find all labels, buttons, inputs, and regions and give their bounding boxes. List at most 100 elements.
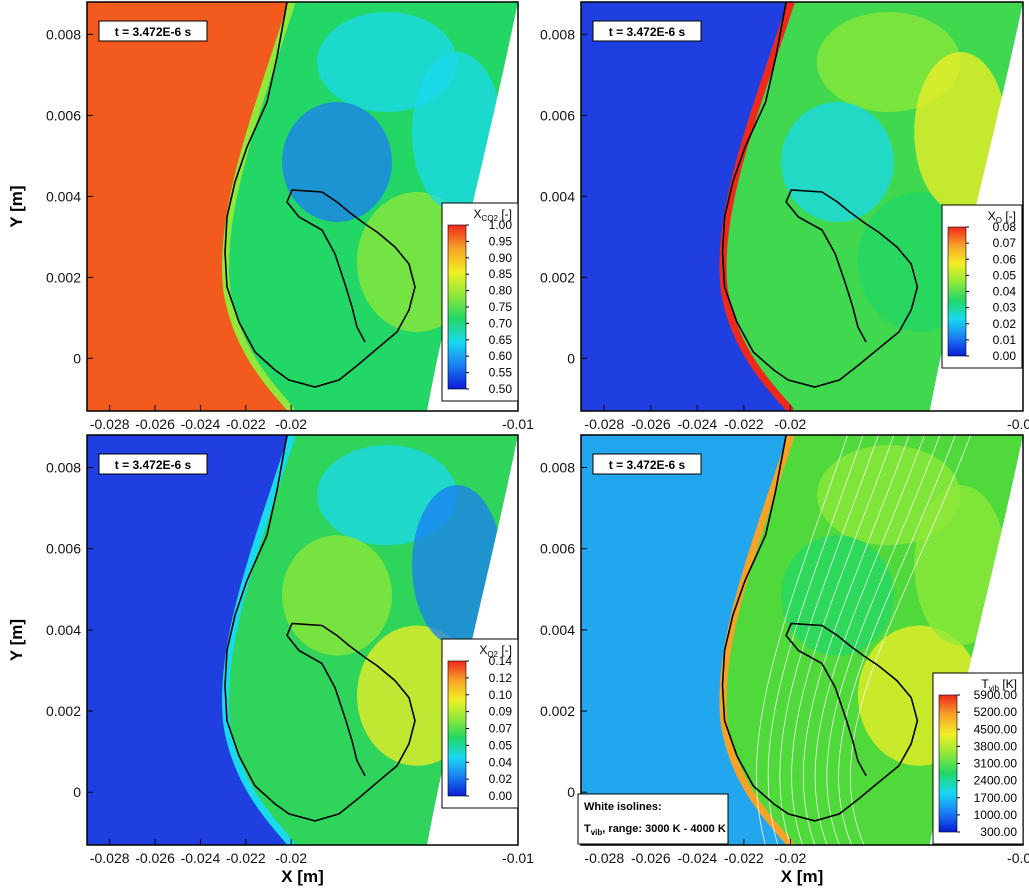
x-tick-label: -0.026 (135, 850, 175, 866)
colorbar-title: XO2 [-] (479, 643, 512, 659)
colorbar-tick-label: 0.95 (489, 234, 513, 248)
isoline (791, 435, 895, 845)
y-tick-label: 0.006 (46, 107, 81, 123)
colorbar-tick-label: 2400.00 (974, 774, 1018, 788)
y-tick-label: 0.004 (46, 622, 81, 638)
isoline (814, 435, 925, 845)
colorbar-tick-label: 4500.00 (974, 722, 1018, 736)
isoline-note-range: Tvib, range: 3000 K - 4000 K (584, 823, 726, 837)
flow-structure (780, 102, 894, 222)
y-tick-label: 0.006 (46, 541, 81, 557)
x-tick-label: -0.02 (774, 416, 806, 432)
x-tick-label: -0.02 (275, 850, 307, 866)
panel-top-left: -0.028 -0.026 -0.024 -0.022 -0.02 -0.01 0 0.002… (7, 1, 534, 432)
x-tick-label: -0.028 (584, 416, 624, 432)
colorbar (947, 226, 967, 357)
time-label-box (592, 453, 702, 475)
y-tick-label: 0 (73, 350, 81, 366)
y-tick-label: 0.002 (540, 269, 575, 285)
colorbar-tick-label: 0.85 (489, 267, 513, 281)
x-tick-label: -0.022 (226, 850, 266, 866)
flow-structure (412, 485, 502, 646)
isoline (779, 435, 879, 845)
colorbar-tick-label: 1.00 (489, 218, 513, 232)
colorbar-tick-label: 0.05 (489, 738, 513, 752)
colorbar (938, 694, 958, 833)
isoline-note-box (577, 793, 729, 845)
colorbar-tick-label: 0.50 (489, 382, 513, 396)
x-tick-label: -0.022 (724, 850, 764, 866)
x-tick-label: -0.024 (181, 416, 221, 432)
x-tick-label: -0.01 (1007, 416, 1029, 432)
flow-structure (914, 52, 1007, 212)
time-label-box (98, 20, 208, 42)
colorbar-tick-label: 0.08 (993, 220, 1017, 234)
colorbar-tick-label: 1700.00 (974, 791, 1018, 805)
colorbar-tick-label: 0.07 (993, 236, 1017, 250)
colorbar-title: Tvib [K] (981, 677, 1017, 693)
colorbar-tick-label: 3100.00 (974, 757, 1018, 771)
panel-bottom-left: -0.028 -0.026 -0.024 -0.022 -0.02 -0.01 0 0.002… (7, 434, 534, 886)
isoline (850, 435, 972, 845)
colorbar-tick-label: 0.70 (489, 316, 513, 330)
isoline (756, 435, 849, 845)
colorbar-tick-label: 0.55 (489, 366, 513, 380)
interface-contour (721, 2, 919, 388)
plot-frame (580, 434, 1024, 846)
colorbar-tick-label: 0.02 (993, 317, 1017, 331)
time-label: t = 3.472E-6 s (115, 458, 192, 472)
time-label: t = 3.472E-6 s (609, 25, 686, 39)
colorbar-tick-label: 0.07 (489, 722, 513, 736)
y-axis-label: Y [m] (7, 185, 26, 227)
panel-top-right: -0.028 -0.026 -0.024 -0.022 -0.02 -0.01 0 0.002… (540, 1, 1029, 432)
x-tick-label: -0.01 (502, 416, 534, 432)
y-tick-label: 0.008 (540, 459, 575, 475)
panel-bottom-right: -0.028 -0.026 -0.024 -0.022 -0.02 -0.01 0 0.002… (540, 434, 1029, 886)
colorbar-tick-label: 0.10 (489, 688, 513, 702)
x-tick-label: -0.026 (631, 850, 671, 866)
colorbar-tick-label: 0.60 (489, 349, 513, 363)
y-tick-label: 0.008 (46, 459, 81, 475)
colorbar-tick-label: 0.90 (489, 251, 513, 265)
y-tick-label: 0.008 (540, 26, 575, 42)
x-tick-label: -0.01 (502, 850, 534, 866)
colorbar-tick-label: 0.65 (489, 333, 513, 347)
colorbar-tick-label: 0.00 (993, 349, 1017, 363)
x-tick-label: -0.01 (1007, 850, 1029, 866)
y-tick-label: 0 (567, 784, 575, 800)
colorbar (447, 224, 467, 390)
y-tick-label: 0.004 (540, 188, 575, 204)
colorbar-tick-label: 300.00 (980, 825, 1017, 839)
isoline (826, 435, 941, 845)
x-tick-label: -0.022 (724, 416, 764, 432)
colorbar-tick-label: 0.14 (489, 654, 513, 668)
y-tick-label: 0 (567, 350, 575, 366)
x-tick-label: -0.028 (584, 850, 624, 866)
x-tick-label: -0.028 (90, 416, 130, 432)
y-tick-label: 0 (73, 784, 81, 800)
colorbar (447, 660, 467, 797)
colorbar-tick-label: 0.05 (993, 268, 1017, 282)
colorbar-title: XCO2 [-] (474, 207, 512, 223)
flow-structure (412, 52, 502, 212)
colorbar-tick-label: 0.02 (489, 772, 513, 786)
x-tick-label: -0.026 (135, 416, 175, 432)
colorbar-tick-label: 3800.00 (974, 739, 1018, 753)
y-tick-label: 0.004 (46, 188, 81, 204)
y-tick-label: 0.002 (46, 269, 81, 285)
time-label: t = 3.472E-6 s (115, 25, 192, 39)
y-tick-label: 0.008 (46, 26, 81, 42)
x-tick-label: -0.024 (677, 416, 717, 432)
colorbar-tick-label: 0.04 (993, 285, 1017, 299)
colorbar-tick-label: 0.75 (489, 300, 513, 314)
x-axis-label: X [m] (281, 867, 324, 886)
time-label: t = 3.472E-6 s (609, 458, 686, 472)
interface-contour (721, 435, 919, 822)
y-tick-label: 0.002 (46, 703, 81, 719)
x-axis-label: X [m] (781, 867, 824, 886)
flow-structure (282, 102, 392, 222)
colorbar-tick-label: 5900.00 (974, 688, 1018, 702)
time-label-box (592, 20, 702, 42)
colorbar-tick-label: 1000.00 (974, 808, 1018, 822)
colorbar-tick-label: 0.12 (489, 671, 513, 685)
